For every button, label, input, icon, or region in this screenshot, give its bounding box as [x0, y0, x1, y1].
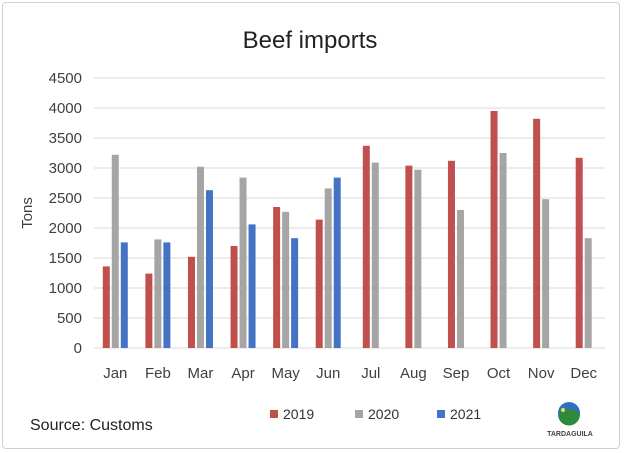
x-tick-label: May — [271, 365, 300, 382]
bar-2021-apr — [248, 224, 256, 348]
y-axis-label: Tons — [19, 197, 36, 229]
y-tick-label: 3500 — [49, 130, 82, 147]
chart-title: Beef imports — [243, 27, 378, 54]
source-note: Source: Customs — [30, 417, 153, 434]
bar-2020-apr — [239, 177, 247, 348]
bar-2021-feb — [163, 242, 171, 348]
legend-label: 2020 — [368, 406, 399, 422]
bar-2020-feb — [154, 239, 162, 348]
bar-2020-mar — [196, 166, 204, 348]
bar-2020-nov — [542, 199, 550, 348]
bar-2019-aug — [405, 165, 413, 348]
y-tick-label: 1500 — [49, 250, 82, 267]
bar-2019-nov — [533, 118, 541, 348]
tardaguila-logo: TARDAGUILA — [547, 402, 593, 438]
bar-2021-may — [291, 238, 299, 348]
bar-2020-jul — [371, 162, 379, 348]
legend-swatch-2020 — [355, 410, 363, 418]
x-tick-label: Nov — [528, 365, 555, 382]
x-tick-label: Sep — [443, 365, 470, 382]
bar-2020-aug — [414, 169, 422, 348]
bar-2019-jul — [362, 145, 370, 348]
bar-2019-jun — [315, 219, 323, 348]
bar-2020-may — [282, 211, 290, 348]
y-tick-label: 2000 — [49, 220, 82, 237]
bar-2019-jan — [102, 266, 110, 348]
x-tick-label: Jun — [316, 365, 340, 382]
bar-2019-apr — [230, 246, 238, 348]
x-tick-label: Apr — [231, 365, 254, 382]
x-tick-label: Oct — [487, 365, 511, 382]
bar-2020-sep — [456, 210, 464, 348]
bar-2020-jan — [111, 154, 119, 348]
y-tick-label: 500 — [57, 310, 82, 327]
bar-2021-jun — [333, 177, 341, 348]
legend-swatch-2021 — [437, 410, 445, 418]
y-tick-label: 4500 — [49, 70, 82, 87]
bar-2019-may — [273, 207, 281, 348]
bar-2019-sep — [447, 160, 455, 348]
bar-2020-dec — [584, 238, 592, 348]
y-tick-label: 2500 — [49, 190, 82, 207]
bar-2021-jan — [120, 242, 128, 348]
bar-2020-jun — [324, 188, 332, 348]
bar-2019-dec — [575, 157, 583, 348]
y-tick-label: 1000 — [49, 280, 82, 297]
x-tick-label: Jan — [103, 365, 127, 382]
x-tick-label: Jul — [361, 365, 380, 382]
legend-swatch-2019 — [270, 410, 278, 418]
x-tick-label: Mar — [188, 365, 214, 382]
y-tick-label: 0 — [74, 340, 82, 357]
bar-2019-feb — [145, 273, 153, 348]
bar-2020-oct — [499, 153, 507, 348]
bar-2019-mar — [187, 256, 195, 348]
y-tick-label: 3000 — [49, 160, 82, 177]
legend-label: 2021 — [450, 406, 481, 422]
x-tick-label: Aug — [400, 365, 427, 382]
chart-frame — [2, 2, 620, 449]
y-tick-label: 4000 — [49, 100, 82, 117]
legend-label: 2019 — [283, 406, 314, 422]
x-tick-label: Dec — [570, 365, 597, 382]
x-tick-label: Feb — [145, 365, 171, 382]
bar-2019-oct — [490, 111, 498, 348]
svg-text:TARDAGUILA: TARDAGUILA — [547, 431, 593, 438]
bar-2021-mar — [205, 190, 213, 348]
